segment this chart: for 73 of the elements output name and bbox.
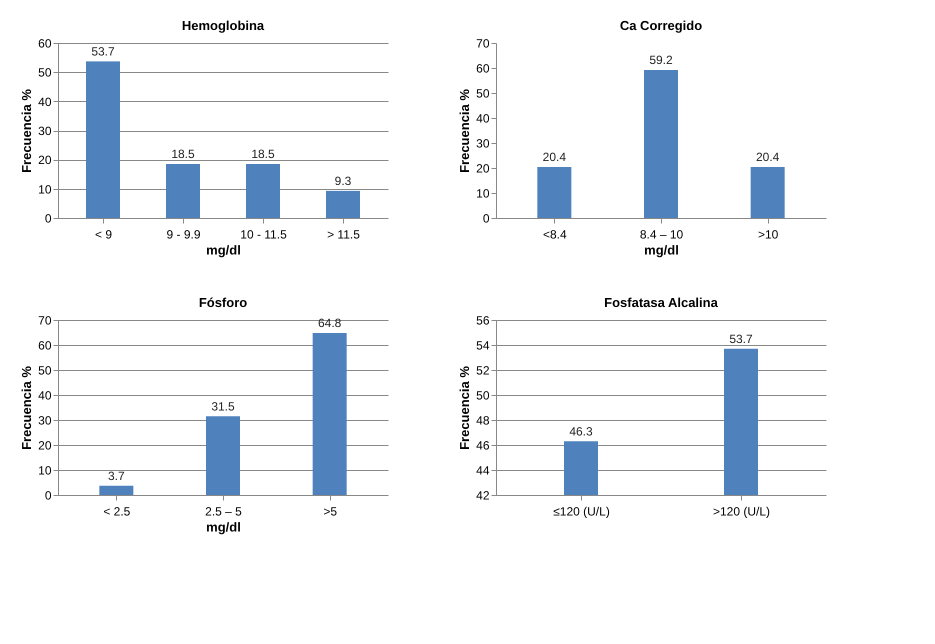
chart-title: Fosfatasa Alcalina <box>604 295 719 310</box>
x-tick-label: <8.4 <box>542 228 567 242</box>
y-tick-label: 20 <box>38 153 52 168</box>
x-tick-label: < 9 <box>94 228 112 242</box>
y-tick-label: 42 <box>476 488 490 502</box>
y-tick-label: 30 <box>38 414 52 428</box>
y-axis-title: Frecuencia % <box>457 88 472 173</box>
x-tick-label: 10 - 11.5 <box>240 228 288 242</box>
y-tick-label: 30 <box>476 136 490 150</box>
y-tick-label: 30 <box>38 124 52 138</box>
bar <box>246 164 280 218</box>
y-tick-label: 50 <box>476 86 490 100</box>
bar <box>99 486 134 495</box>
bar <box>166 164 200 218</box>
chart-title: Ca Corregido <box>620 18 702 33</box>
x-tick-label: >120 (U/L) <box>712 504 770 518</box>
y-tick-label: 70 <box>38 314 52 328</box>
y-tick-label: 46 <box>476 438 490 452</box>
x-tick-label: > 11.5 <box>327 228 360 242</box>
y-tick-label: 52 <box>476 364 490 378</box>
data-label: 18.5 <box>171 147 195 162</box>
bar <box>326 190 360 218</box>
chart-title: Fósforo <box>198 295 248 310</box>
x-tick-label: ≤120 (U/L) <box>553 504 610 518</box>
y-tick-label: 70 <box>476 36 490 50</box>
data-label: 3.7 <box>108 468 125 483</box>
y-tick-label: 48 <box>476 414 490 428</box>
y-axis-title: Frecuencia % <box>457 366 472 450</box>
x-tick-label: >5 <box>323 504 338 518</box>
chart-title: Hemoglobina <box>182 18 265 33</box>
x-tick-label: 2.5 – 5 <box>205 504 242 518</box>
data-label: 53.7 <box>729 332 753 346</box>
x-axis-title: mg/dl <box>644 242 679 258</box>
x-tick-label: 9 - 9.9 <box>166 228 201 242</box>
y-tick-label: 10 <box>38 182 52 196</box>
bar <box>86 61 120 218</box>
y-tick-label: 54 <box>476 338 490 352</box>
y-tick-label: 40 <box>476 112 490 126</box>
x-tick-label: >10 <box>758 228 779 242</box>
bar <box>206 416 240 495</box>
y-tick-label: 50 <box>38 364 52 378</box>
bar <box>312 333 347 495</box>
y-tick-label: 60 <box>38 338 52 352</box>
y-tick-label: 50 <box>38 66 52 80</box>
y-tick-label: 60 <box>476 62 490 76</box>
y-axis-title: Frecuencia % <box>19 366 34 450</box>
data-label: 9.3 <box>334 174 352 188</box>
data-label: 31.5 <box>211 399 235 414</box>
y-tick-label: 0 <box>44 488 52 502</box>
y-tick-label: 0 <box>44 212 52 226</box>
y-tick-label: 0 <box>482 212 490 226</box>
data-label: 59.2 <box>649 53 673 67</box>
y-tick-label: 44 <box>476 464 490 478</box>
data-label: 20.4 <box>542 150 566 164</box>
data-label: 53.7 <box>91 44 115 58</box>
x-tick-label: < 2.5 <box>103 504 131 518</box>
y-tick-label: 50 <box>476 388 490 402</box>
data-label: 20.4 <box>756 150 780 164</box>
data-label: 64.8 <box>318 316 342 330</box>
y-tick-label: 40 <box>38 94 52 109</box>
y-tick-label: 20 <box>38 438 52 452</box>
y-tick-label: 10 <box>38 464 52 478</box>
x-axis-title: mg/dl <box>206 242 241 258</box>
y-axis-title: Frecuencia % <box>19 88 34 173</box>
x-tick-label: 8.4 – 10 <box>640 228 684 242</box>
y-tick-label: 56 <box>476 314 490 328</box>
data-label: 18.5 <box>251 147 275 162</box>
y-tick-label: 10 <box>476 186 490 200</box>
x-axis-title: mg/dl <box>206 520 241 534</box>
y-tick-label: 20 <box>476 162 490 176</box>
y-tick-label: 40 <box>38 388 52 402</box>
data-label: 46.3 <box>569 424 593 438</box>
y-tick-label: 60 <box>38 36 52 50</box>
